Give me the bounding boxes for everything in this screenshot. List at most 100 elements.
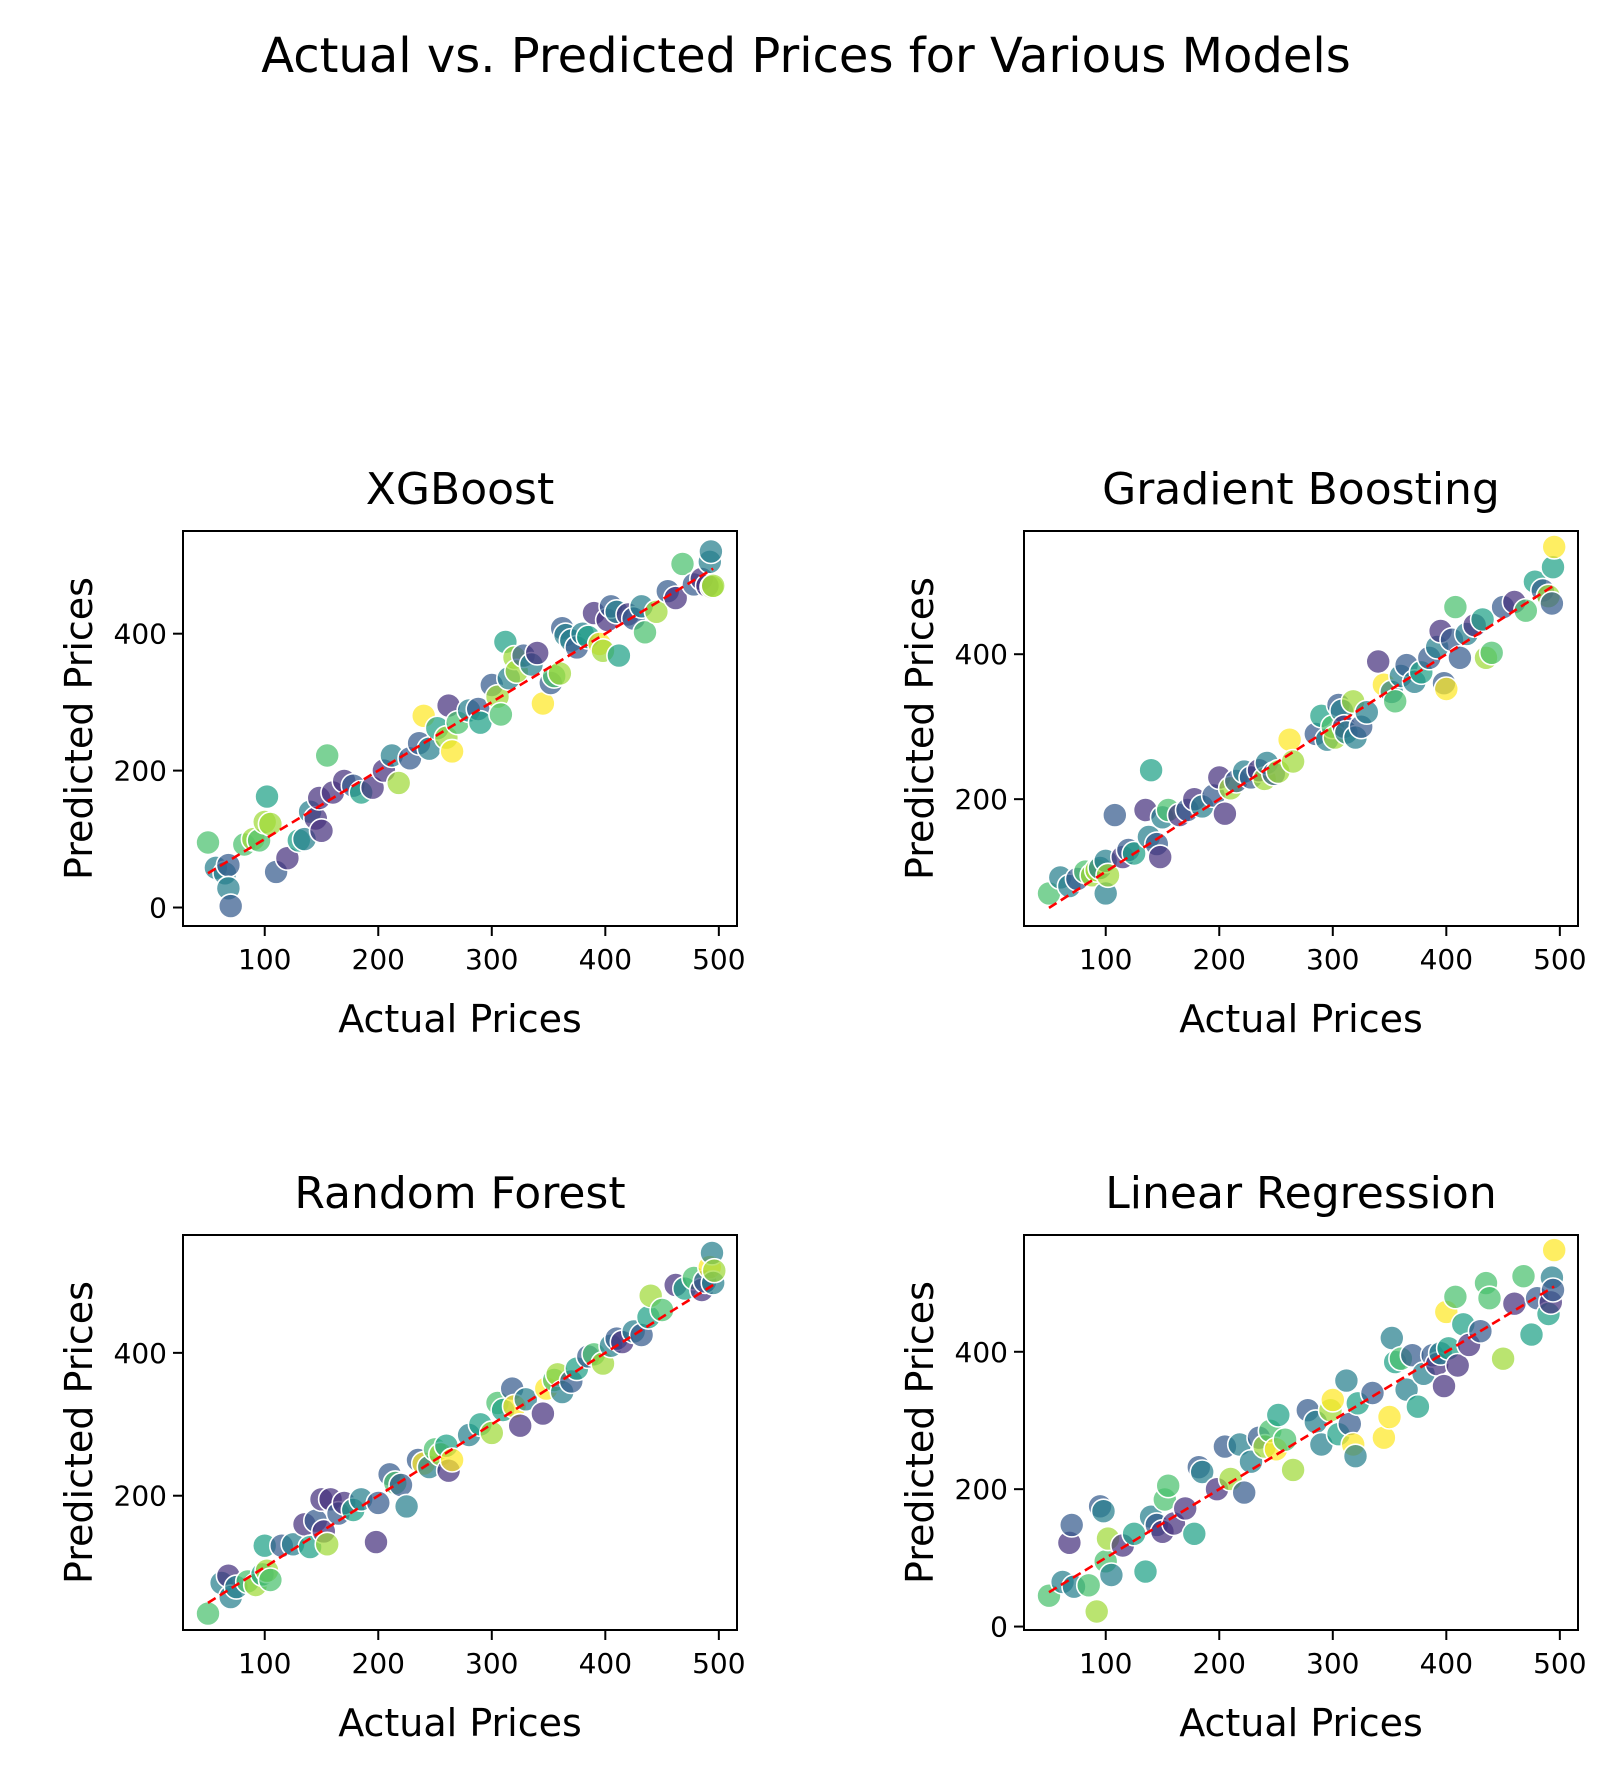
data-point (1478, 639, 1505, 666)
data-point (1540, 1277, 1566, 1303)
axes-frame (1023, 530, 1579, 927)
x-tick-label: 100 (1079, 943, 1132, 976)
subplot-title: XGBoost (366, 464, 554, 515)
data-point (1444, 1352, 1471, 1379)
data-point (1280, 1457, 1306, 1483)
axes-frame (182, 530, 738, 927)
data-point (1272, 1426, 1298, 1453)
x-tick-label: 100 (1079, 1647, 1132, 1680)
data-point (1102, 802, 1128, 828)
data-point (393, 1493, 420, 1520)
subplot-title: Gradient Boosting (1102, 464, 1500, 515)
x-tick-label: 500 (692, 943, 745, 976)
x-tick-label: 300 (465, 943, 518, 976)
y-tick-label: 400 (114, 618, 167, 651)
data-point (308, 817, 335, 844)
data-point (314, 1531, 341, 1558)
data-point (363, 1529, 389, 1555)
data-point (524, 640, 551, 666)
data-point (388, 1472, 414, 1498)
plot-area (195, 538, 727, 919)
x-tick-label: 300 (1306, 1647, 1359, 1680)
y-tick-label: 200 (955, 1473, 1008, 1506)
x-tick-label: 100 (238, 1647, 291, 1680)
subplot-3: Random Forest 100 200 300 400 500 200 400 Actual… (57, 1168, 746, 1745)
subplot-4: Linear Regression 100 200 300 400 500 0 200 400 A… (898, 1168, 1587, 1745)
data-point (632, 619, 658, 646)
data-point (1365, 648, 1391, 675)
subplot-1: XGBoost 100 200 300 400 500 0 200 400 Actual Pric… (57, 464, 746, 1041)
data-point (257, 811, 284, 837)
data-point (700, 572, 727, 599)
data-point (698, 538, 724, 565)
reference-line (1048, 584, 1555, 909)
y-tick-label: 400 (955, 1336, 1008, 1369)
axes-frame (182, 1234, 738, 1631)
figure-title: Actual vs. Predicted Prices for Various … (261, 28, 1351, 84)
data-point (1138, 757, 1164, 784)
x-tick-label: 200 (1193, 943, 1246, 976)
data-point (257, 1567, 284, 1593)
y-tick-label: 200 (114, 755, 167, 788)
x-tick-label: 400 (579, 1647, 632, 1680)
data-point (1095, 862, 1121, 889)
data-point (314, 742, 341, 769)
data-point (1189, 1459, 1215, 1485)
data-point (1510, 1263, 1537, 1289)
data-point (507, 1412, 534, 1439)
x-axis-label: Actual Prices (1179, 1701, 1423, 1745)
data-point (1433, 676, 1460, 702)
data-point (439, 1447, 465, 1473)
reference-line (207, 1283, 714, 1604)
y-axis-label: Predicted Prices (57, 1281, 101, 1584)
data-point (643, 598, 670, 625)
data-point (195, 829, 221, 856)
data-point (1442, 594, 1469, 620)
data-point (1541, 1237, 1567, 1263)
data-point (1518, 1321, 1545, 1348)
x-tick-label: 400 (1420, 1647, 1473, 1680)
data-point (1083, 1598, 1110, 1625)
data-point (1090, 1498, 1117, 1524)
data-point (1212, 800, 1238, 827)
data-point (547, 660, 573, 687)
subplot-2: Gradient Boosting 100 200 300 400 500 200 400 Ac… (898, 464, 1587, 1041)
data-point (1501, 1290, 1528, 1317)
data-point (385, 770, 412, 796)
x-tick-label: 500 (1533, 943, 1586, 976)
y-axis-label: Predicted Prices (57, 577, 101, 880)
data-point (1265, 1402, 1292, 1428)
plot-area (1036, 1237, 1567, 1625)
subplot-title: Random Forest (294, 1168, 625, 1219)
x-tick-label: 200 (352, 1647, 405, 1680)
data-point (1541, 534, 1567, 560)
data-point (488, 701, 514, 728)
x-axis-label: Actual Prices (338, 1701, 582, 1745)
data-point (1098, 1562, 1125, 1588)
x-tick-label: 400 (1420, 943, 1473, 976)
x-tick-label: 300 (1306, 943, 1359, 976)
data-point (217, 893, 244, 919)
data-point (1469, 606, 1496, 633)
x-tick-label: 500 (692, 1647, 745, 1680)
data-point (1147, 844, 1173, 870)
x-tick-label: 400 (579, 943, 632, 976)
plot-area (1036, 534, 1567, 909)
data-point (1539, 590, 1565, 617)
y-tick-label: 400 (114, 1337, 167, 1370)
plot-area (195, 1240, 728, 1627)
x-tick-label: 500 (1533, 1647, 1586, 1680)
data-point (1354, 699, 1380, 726)
data-point (1490, 1345, 1516, 1372)
x-tick-label: 200 (1193, 1647, 1246, 1680)
data-point (1431, 1373, 1457, 1399)
data-point (1075, 1572, 1102, 1599)
data-point (1280, 748, 1306, 775)
data-point (1333, 1367, 1360, 1394)
y-tick-label: 0 (990, 1611, 1008, 1644)
data-point (1442, 1284, 1469, 1310)
data-point (669, 551, 696, 577)
x-axis-label: Actual Prices (1179, 997, 1423, 1041)
data-point (606, 642, 632, 669)
